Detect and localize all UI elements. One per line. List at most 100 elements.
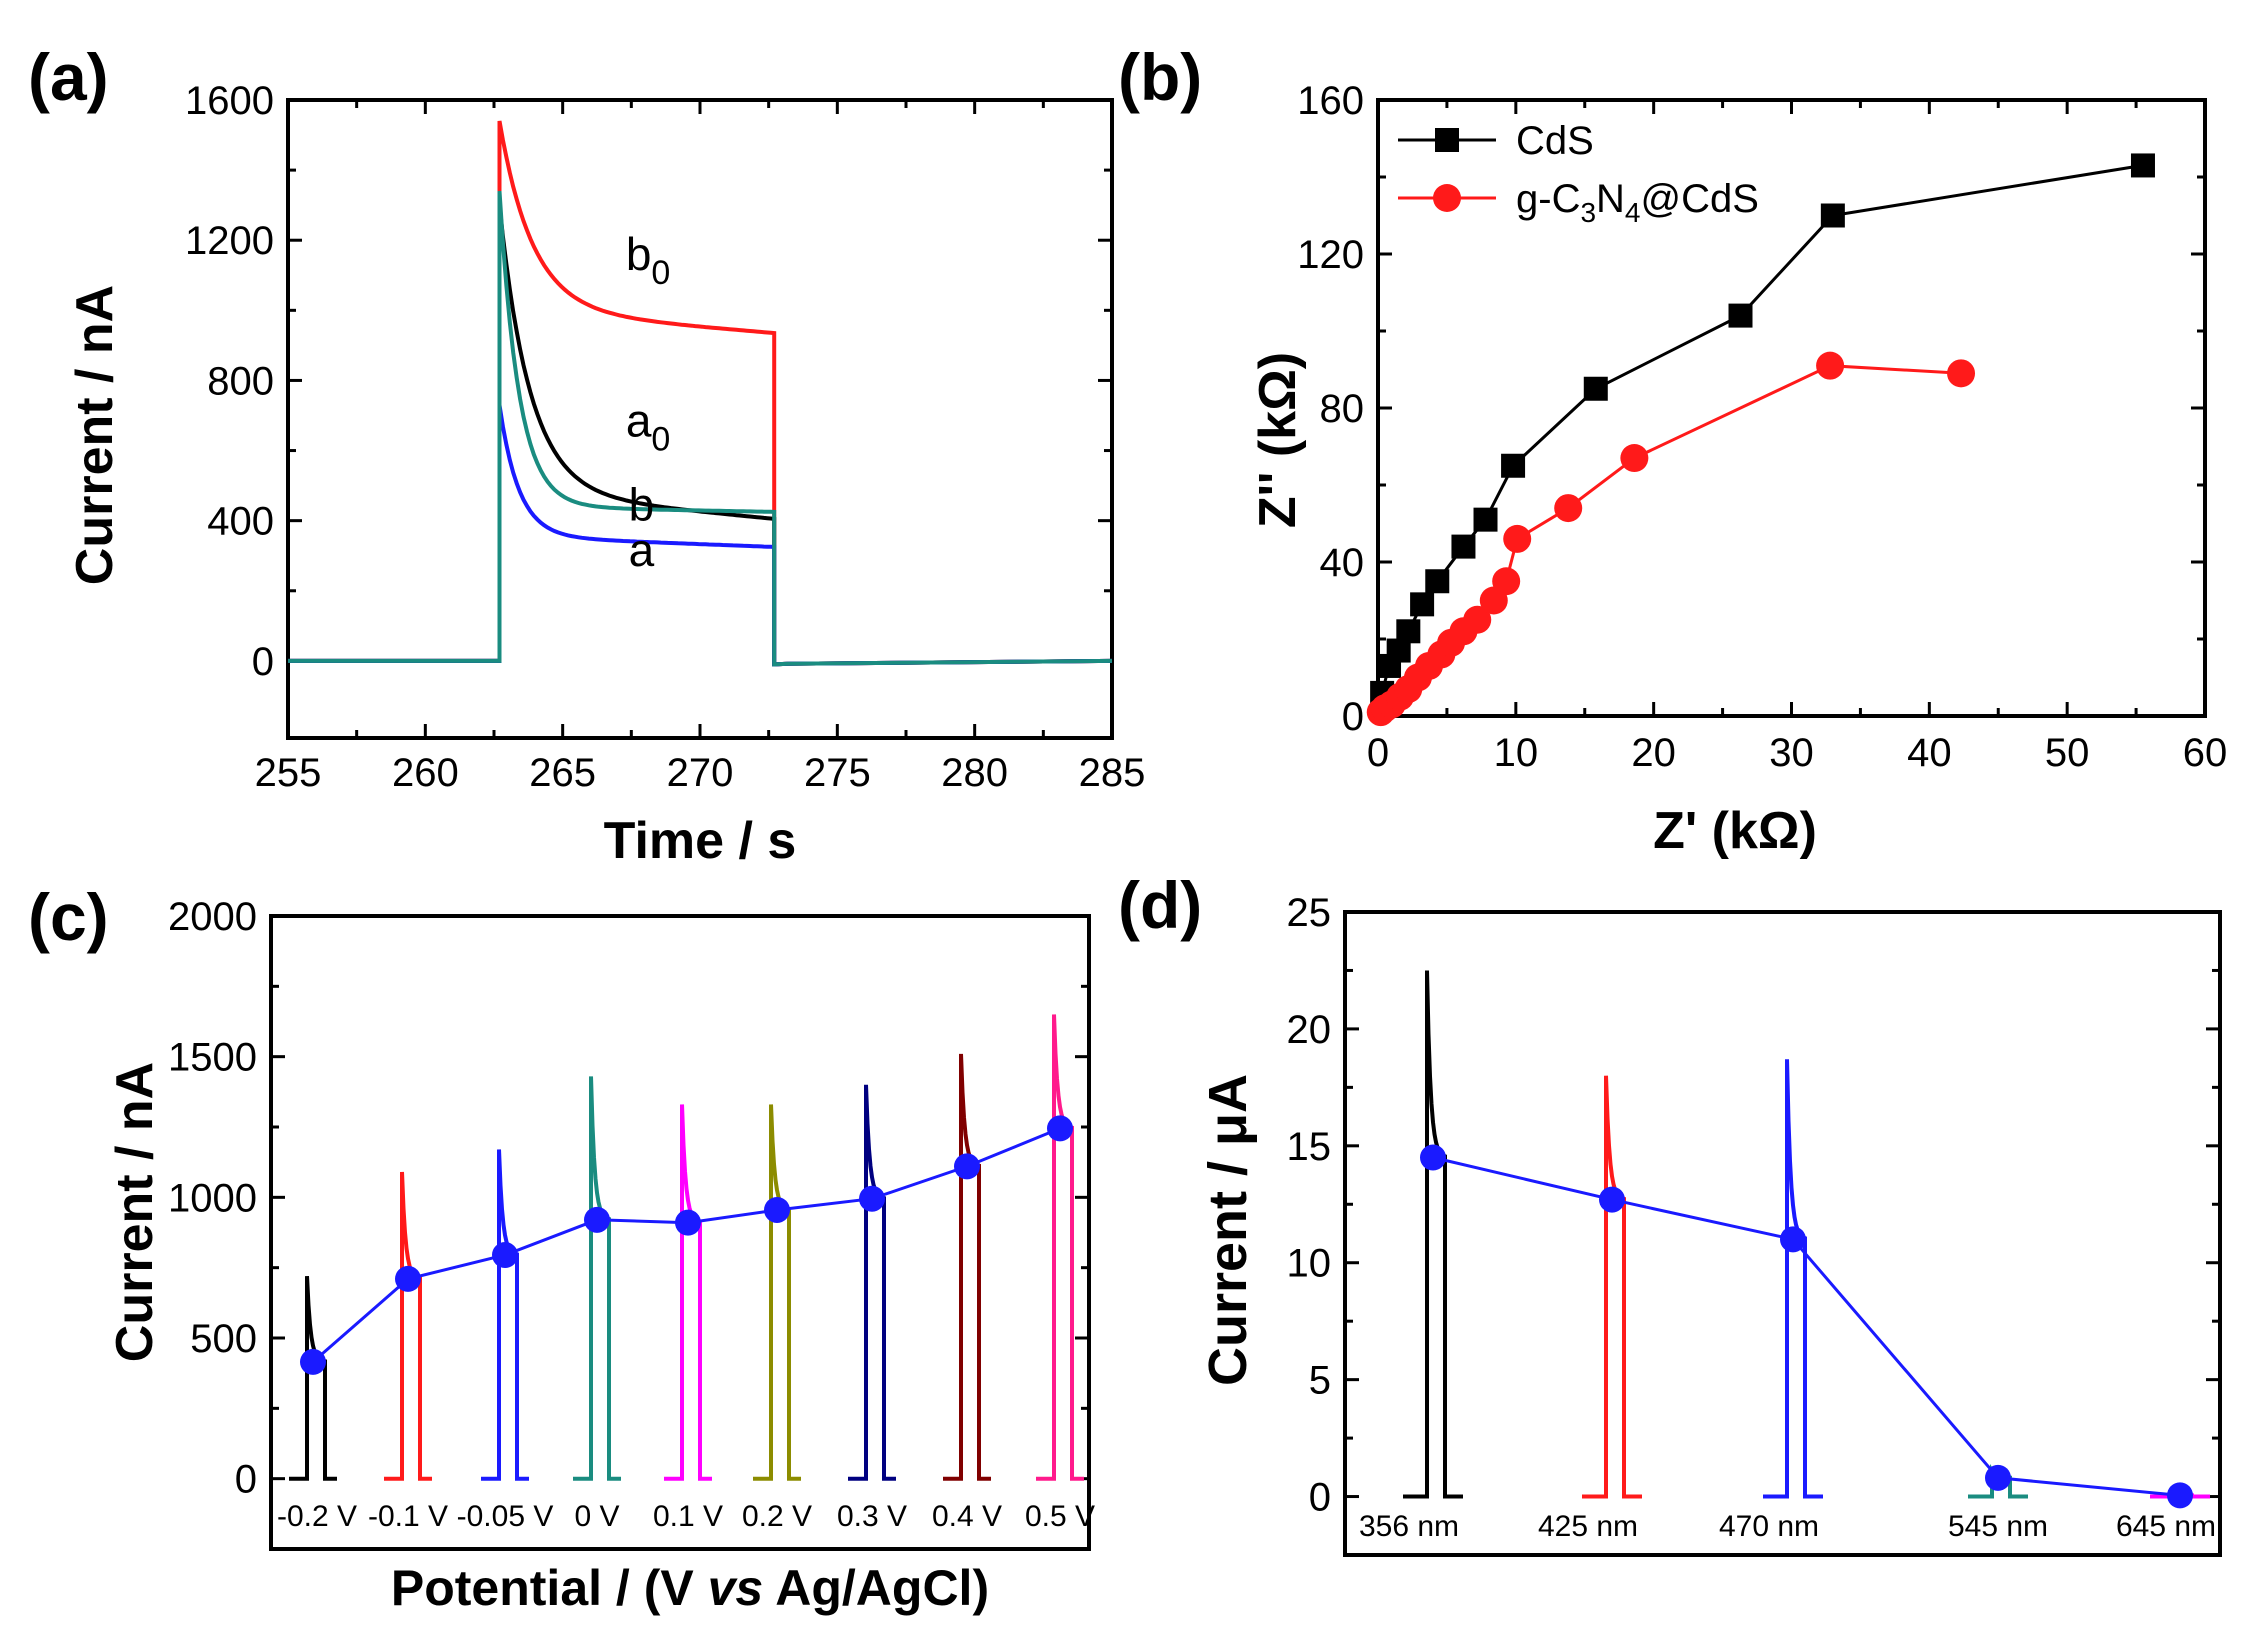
panel-c-transient-8: [1036, 1014, 1084, 1481]
panel-d-category-label: 356 nm: [1359, 1510, 1459, 1543]
panel-c-transient-5: [753, 1104, 801, 1481]
panel-b-x-tick-label: 20: [1631, 731, 1676, 775]
panel-c-y-tick-label: 500: [190, 1317, 257, 1361]
panel-a: (a) 255 260 265 270 275 280 285 0 400 800 1200 1600…: [28, 40, 1145, 870]
panel-d: (d) 0 5 10 15 20 25 356 nm 425 nm 470 nm 545 nm 64…: [1118, 868, 2222, 1557]
panel-a-y-axis-label: Current / nA: [66, 285, 124, 585]
panel-b-cds-point: [1583, 376, 1608, 401]
panel-c-plot-area: 0 500 1000 1500 2000 -0.2 V -0.1 V -0.05 V 0 V 0.…: [168, 895, 1095, 1551]
panel-c-label: (c): [28, 880, 109, 954]
panel-b-legend-label-1: g-C3N4@CdS: [1516, 177, 1759, 228]
panel-b-x-tick-label: 30: [1769, 731, 1814, 775]
panel-b-plot-area: 0 10 20 30 40 50 60 0 40 80 120 160: [1297, 79, 2227, 775]
panel-c-steady-point: [1047, 1115, 1073, 1142]
panel-d-category-label: 545 nm: [1948, 1510, 2048, 1543]
panel-b-x-axis-label: Z' (kΩ): [1653, 802, 1817, 860]
panel-b-x-tick-label: 0: [1367, 731, 1389, 775]
panel-b-frame: [1376, 98, 2207, 718]
panel-a-curve-label-a0: a0: [626, 395, 671, 459]
panel-a-x-tick-label: 275: [804, 751, 871, 795]
panel-c-y-tick-label: 1500: [168, 1036, 257, 1080]
panel-c-steady-point: [859, 1185, 885, 1212]
panel-c-y-tick-label: 1000: [168, 1176, 257, 1220]
panel-a-x-tick-label: 255: [255, 751, 322, 795]
panel-b-legend-label-0: CdS: [1516, 119, 1594, 163]
panel-b-gc3n4-cds-point: [1463, 605, 1492, 634]
panel-b-cds-point: [1820, 203, 1845, 228]
panel-b-y-tick-label: 120: [1297, 233, 1364, 277]
panel-a-y-tick-label: 0: [252, 640, 274, 684]
panel-b-legend-subscript: 3: [1580, 197, 1596, 228]
panel-a-x-tick-label: 285: [1079, 751, 1146, 795]
panel-c-category-label: 0.2 V: [742, 1500, 812, 1533]
panel-b-cds-point: [2130, 153, 2155, 178]
panel-c-steady-point: [675, 1209, 701, 1236]
panel-a-x-tick-label: 265: [529, 751, 596, 795]
panel-b-y-tick-label: 40: [1320, 541, 1365, 585]
panel-d-y-axis-label: Current / μA: [1198, 1074, 1258, 1386]
panel-c-category-label: -0.2 V: [277, 1500, 357, 1533]
panel-a-x-axis-label: Time / s: [604, 812, 797, 870]
panel-d-y-tick-label: 15: [1287, 1125, 1332, 1169]
panel-a-curve-label-a: a: [629, 524, 655, 576]
panel-b-x-tick-label: 40: [1907, 731, 1952, 775]
panel-b-cds-point: [1396, 619, 1421, 644]
panel-c-x-axis-label-part2: Ag/AgCl): [763, 1560, 989, 1616]
panel-a-label: (a): [28, 40, 109, 114]
panel-b: (b) 0 10 20 30 40 50 60 0 40 80 120 160 Z'' (kΩ) Z'…: [1118, 40, 2227, 860]
panel-d-steady-point: [1599, 1186, 1625, 1213]
panel-b-gc3n4-cds-point: [1492, 567, 1521, 596]
panel-b-gc3n4-cds-point: [1947, 359, 1976, 388]
panel-c-transient-7: [943, 1053, 991, 1481]
panel-a-curve-a0: [288, 204, 1113, 667]
panel-c-x-axis-label-vs: vs: [708, 1560, 764, 1616]
panel-d-y-tick-label: 5: [1309, 1359, 1331, 1403]
panel-c-steady-point: [395, 1265, 421, 1292]
panel-b-cds-point: [1501, 453, 1526, 478]
panel-b-legend-text-part: g-C: [1516, 177, 1580, 221]
panel-d-frame: [1343, 910, 2222, 1557]
panel-a-curve-label-main: a: [629, 524, 655, 576]
panel-b-cds-point: [1451, 534, 1476, 559]
panel-c-steady-point: [300, 1348, 326, 1375]
panel-c-transient-0: [289, 1275, 337, 1481]
panel-b-legend-text-part: @CdS: [1641, 177, 1759, 221]
panel-d-category-label: 425 nm: [1538, 1510, 1638, 1543]
panel-b-legend: CdS g-C3N4@CdS: [1398, 119, 1759, 228]
panel-d-y-tick-label: 0: [1309, 1476, 1331, 1520]
panel-d-steady-point: [1985, 1464, 2011, 1491]
panel-c-transient-1: [384, 1171, 432, 1481]
panel-c-transient-6: [848, 1084, 896, 1481]
panel-d-steady-point: [2167, 1482, 2193, 1509]
panel-c-category-label: 0.3 V: [837, 1500, 907, 1533]
panel-d-category-label: 645 nm: [2116, 1510, 2216, 1543]
panel-d-y-tick-label: 10: [1287, 1242, 1332, 1286]
panel-a-curve-b: [288, 190, 1113, 667]
panel-c-steady-point: [584, 1206, 610, 1233]
panel-b-legend-text-part: N: [1596, 177, 1625, 221]
panel-d-label: (d): [1118, 868, 1202, 942]
panel-a-frame: [286, 98, 1114, 740]
panel-d-steady-point: [1420, 1144, 1446, 1171]
panel-b-cds-point: [1473, 507, 1498, 532]
panel-c-category-label: -0.05 V: [457, 1500, 554, 1533]
panel-d-transient-2: [1763, 1059, 1823, 1499]
panel-c-y-axis-label: Current / nA: [106, 1062, 164, 1362]
panel-b-cds-point: [1425, 569, 1450, 594]
panel-a-curve-label-main: b: [626, 228, 652, 280]
panel-c-steady-point: [492, 1242, 518, 1269]
panel-d-y-tick-label: 25: [1287, 891, 1332, 935]
panel-b-y-tick-label: 0: [1342, 695, 1364, 739]
panel-a-x-tick-label: 270: [667, 751, 734, 795]
panel-c-category-label: -0.1 V: [368, 1500, 448, 1533]
panel-b-cds-point: [1728, 303, 1753, 328]
panel-a-curve-label-b0: b0: [626, 228, 671, 292]
panel-a-curve-label-b: b: [629, 479, 655, 531]
panel-a-curve-label-main: a: [626, 395, 652, 447]
panel-c-category-label: 0 V: [574, 1500, 619, 1533]
panel-b-label: (b): [1118, 40, 1202, 114]
panel-c-category-label: 0.4 V: [932, 1500, 1002, 1533]
panel-a-curve-label-sub: 0: [651, 421, 670, 459]
